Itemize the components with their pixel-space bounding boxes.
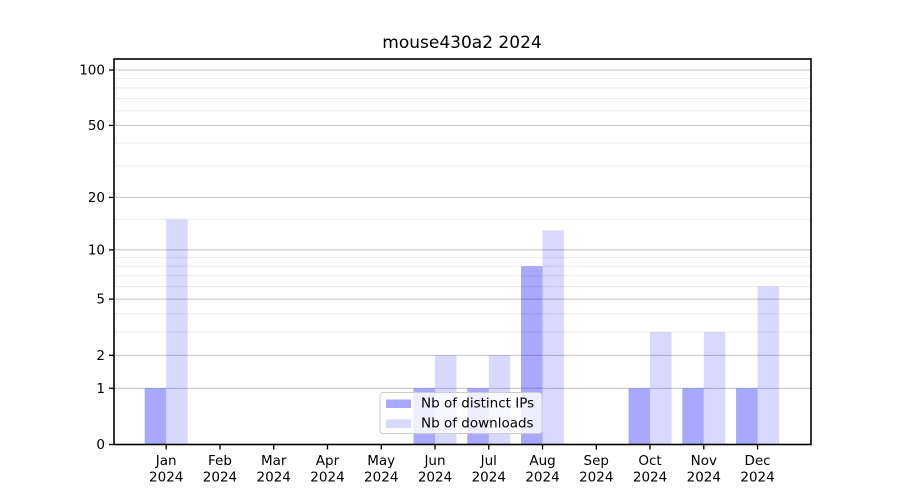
y-tick-label: 2 xyxy=(96,348,105,364)
y-tick-label: 0 xyxy=(96,437,105,453)
y-tick-label: 1 xyxy=(96,381,105,397)
plot-border xyxy=(113,58,812,446)
x-tick-label: Oct 2024 xyxy=(633,453,667,486)
x-tick-label: Mar 2024 xyxy=(257,453,291,486)
chart-title: mouse430a2 2024 xyxy=(382,33,542,53)
bar-oct-ips xyxy=(628,388,651,445)
bar-dec-ips xyxy=(736,388,758,445)
bar-oct-downloads xyxy=(650,332,672,445)
x-tick-label: Nov 2024 xyxy=(687,453,721,486)
bar-jan-ips xyxy=(144,388,167,445)
x-tick-label: Sep 2024 xyxy=(579,453,613,486)
y-tick-label: 5 xyxy=(96,292,105,308)
legend-box xyxy=(379,392,543,434)
bar-nov-downloads xyxy=(703,332,726,445)
x-tick-label: Jun 2024 xyxy=(418,453,452,486)
bar-dec-downloads xyxy=(757,286,780,445)
legend-label-ips: Nb of distinct IPs xyxy=(421,396,534,412)
x-tick-label: Aug 2024 xyxy=(525,453,559,486)
x-tick-label: Apr 2024 xyxy=(310,453,344,486)
bar-aug-downloads xyxy=(542,230,565,445)
x-tick-label: Jan 2024 xyxy=(149,453,183,486)
y-tick-label: 50 xyxy=(88,118,105,134)
y-tick-label: 20 xyxy=(88,190,105,206)
bar-nov-ips xyxy=(682,388,704,445)
y-tick-label: 100 xyxy=(79,62,105,78)
x-tick-label: May 2024 xyxy=(364,453,398,486)
x-tick-label: Jul 2024 xyxy=(472,453,506,486)
legend-label-downloads: Nb of downloads xyxy=(421,416,534,432)
x-tick-label: Dec 2024 xyxy=(740,453,774,486)
x-tick-label: Feb 2024 xyxy=(203,453,237,486)
bar-jan-downloads xyxy=(166,219,188,445)
legend-swatch-ips xyxy=(386,399,411,408)
legend-swatch-downloads xyxy=(386,419,411,428)
y-tick-label: 10 xyxy=(88,242,105,258)
